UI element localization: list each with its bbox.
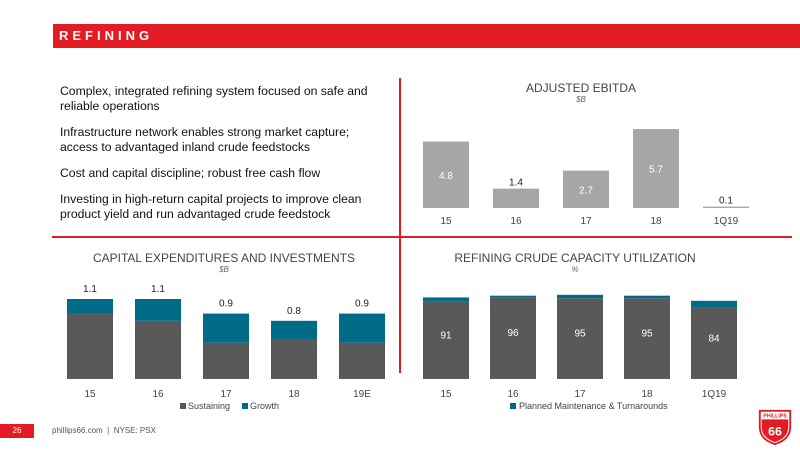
bullet-item: Investing in high-return capital project… bbox=[60, 192, 362, 221]
bar-total-label: 0.9 bbox=[219, 299, 233, 310]
horizontal-divider bbox=[52, 236, 792, 238]
x-tick-label: 19E bbox=[353, 389, 371, 400]
x-tick-label: 16 bbox=[507, 389, 519, 400]
ebitda-bar bbox=[493, 188, 539, 208]
capex-bar-sustaining bbox=[271, 339, 317, 379]
capex-bar-growth bbox=[67, 299, 113, 314]
utilization-bar-operating bbox=[557, 298, 603, 379]
footer-ticker: NYSE: PSX bbox=[113, 426, 156, 435]
capex-bar-sustaining bbox=[135, 320, 181, 379]
utilization-chart: REFINING CRUDE CAPACITY UTILIZATION % 91… bbox=[423, 251, 737, 411]
utilization-bar-operating bbox=[624, 298, 670, 379]
bar-value-label: 95 bbox=[641, 329, 653, 340]
section-banner: REFINING bbox=[53, 24, 800, 48]
logo-number: 66 bbox=[768, 425, 782, 439]
footer-separator: | bbox=[107, 426, 110, 435]
chart-subtitle: $B bbox=[575, 95, 586, 104]
ebitda-bar bbox=[703, 206, 749, 208]
capex-bar-growth bbox=[339, 313, 385, 343]
vertical-divider bbox=[399, 78, 401, 373]
capex-bar-growth bbox=[271, 320, 317, 339]
footer-text: phillips66.com | NYSE: PSX bbox=[52, 426, 156, 435]
legend-swatch bbox=[242, 403, 248, 409]
utilization-bar-maintenance bbox=[423, 297, 469, 302]
bullet-list: Complex, integrated refining system focu… bbox=[60, 84, 380, 233]
ebitda-bar bbox=[423, 141, 469, 208]
chart-title: REFINING CRUDE CAPACITY UTILIZATION bbox=[454, 251, 695, 265]
bullet-item: Complex, integrated refining system focu… bbox=[60, 84, 368, 113]
capex-bar-growth bbox=[135, 299, 181, 321]
bar-value-label: 5.7 bbox=[649, 165, 663, 176]
x-tick-label: 16 bbox=[152, 389, 164, 400]
chart-subtitle: % bbox=[571, 265, 578, 274]
capex-chart: CAPITAL EXPENDITURES AND INVESTMENTS $B … bbox=[67, 251, 385, 411]
utilization-bar-operating bbox=[490, 297, 536, 379]
bar-value-label: 0.1 bbox=[719, 196, 733, 207]
logo-text: PHILLIPS bbox=[763, 414, 787, 420]
section-title: REFINING bbox=[59, 28, 154, 43]
phillips66-logo: PHILLIPS 66 bbox=[758, 409, 792, 446]
x-tick-label: 15 bbox=[440, 389, 452, 400]
utilization-bar-maintenance bbox=[557, 294, 603, 299]
x-tick-label: 18 bbox=[650, 216, 662, 227]
bullet-item: Cost and capital discipline; robust free… bbox=[60, 166, 321, 180]
bar-total-label: 1.1 bbox=[83, 284, 97, 295]
bullet-item: Infrastructure network enables strong ma… bbox=[60, 125, 350, 154]
bar-value-label: 4.8 bbox=[439, 171, 453, 182]
bar-total-label: 0.9 bbox=[355, 299, 369, 310]
page-number: 26 bbox=[0, 424, 34, 438]
utilization-bar-operating bbox=[423, 301, 469, 379]
bar-value-label: 1.4 bbox=[509, 178, 523, 189]
capex-bar-growth bbox=[203, 313, 249, 343]
utilization-bar-operating bbox=[691, 307, 737, 379]
bar-value-label: 96 bbox=[507, 328, 519, 339]
x-tick-label: 17 bbox=[220, 389, 232, 400]
x-tick-label: 16 bbox=[510, 216, 522, 227]
x-tick-label: 15 bbox=[84, 389, 96, 400]
ebitda-bar bbox=[563, 170, 609, 208]
ebitda-bar bbox=[633, 129, 679, 208]
ebitda-chart: ADJUSTED EBITDA $B 4.8 15 1.4 16 2.7 17 5.7 18 0… bbox=[423, 81, 749, 227]
bar-value-label: 2.7 bbox=[579, 185, 593, 196]
bar-value-label: 84 bbox=[708, 333, 720, 344]
legend-label: Growth bbox=[250, 401, 279, 411]
chart-title: ADJUSTED EBITDA bbox=[526, 81, 636, 95]
legend-swatch bbox=[180, 403, 186, 409]
bar-value-label: 95 bbox=[574, 329, 586, 340]
x-tick-label: 1Q19 bbox=[702, 389, 727, 400]
bar-total-label: 1.1 bbox=[151, 284, 165, 295]
utilization-bar-maintenance bbox=[691, 300, 737, 308]
x-tick-label: 18 bbox=[288, 389, 300, 400]
legend-label: Sustaining bbox=[188, 401, 230, 411]
utilization-bar-maintenance bbox=[624, 295, 670, 299]
capex-bar-sustaining bbox=[339, 342, 385, 379]
x-tick-label: 15 bbox=[440, 216, 452, 227]
bar-value-label: 91 bbox=[440, 330, 452, 341]
capex-bar-sustaining bbox=[203, 342, 249, 379]
x-tick-label: 1Q19 bbox=[714, 216, 739, 227]
x-tick-label: 17 bbox=[574, 389, 586, 400]
chart-title: CAPITAL EXPENDITURES AND INVESTMENTS bbox=[93, 251, 355, 265]
footer-site: phillips66.com bbox=[52, 426, 103, 435]
legend-swatch bbox=[510, 403, 516, 409]
bar-total-label: 0.8 bbox=[287, 306, 301, 317]
legend-label: Planned Maintenance & Turnarounds bbox=[519, 401, 668, 411]
x-tick-label: 18 bbox=[641, 389, 653, 400]
capex-bar-sustaining bbox=[67, 313, 113, 379]
chart-subtitle: $B bbox=[218, 265, 229, 274]
x-tick-label: 17 bbox=[580, 216, 592, 227]
utilization-bar-maintenance bbox=[490, 295, 536, 298]
